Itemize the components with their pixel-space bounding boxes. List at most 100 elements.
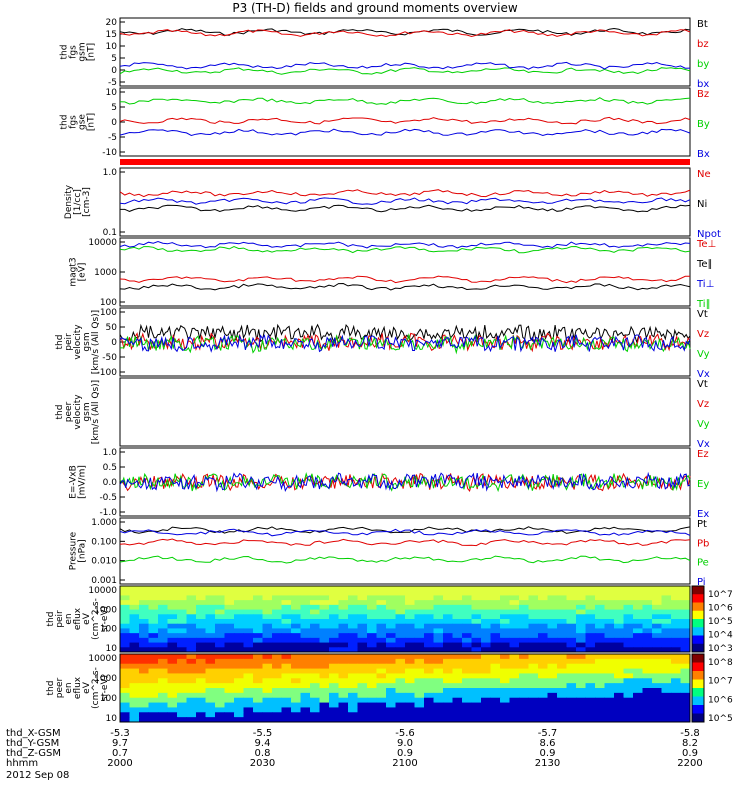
heatmap-cell — [395, 678, 406, 684]
heatmap-cell — [186, 590, 197, 596]
heatmap-cell — [319, 658, 330, 665]
heatmap-cell — [215, 590, 225, 596]
heatmap-cell — [120, 623, 130, 629]
heatmap-cell — [519, 654, 529, 660]
heatmap-cell — [557, 683, 567, 689]
heatmap-cell — [281, 697, 292, 704]
y-tick-label: 0 — [111, 66, 117, 76]
heatmap-cell — [424, 595, 434, 601]
heatmap-cell — [500, 688, 510, 694]
heatmap-cell — [680, 707, 691, 713]
heatmap-cell — [376, 609, 387, 615]
heatmap-cell — [680, 663, 691, 670]
heatmap-cell — [671, 614, 681, 620]
heatmap-cell — [262, 633, 273, 639]
heatmap-cell — [395, 683, 406, 689]
heatmap-cell — [509, 712, 520, 718]
heatmap-cell — [500, 586, 510, 592]
y-axis-label: gse — [78, 114, 88, 130]
y-axis-label: peir — [55, 610, 65, 628]
heatmap-cell — [566, 692, 577, 699]
heatmap-cell — [452, 697, 463, 704]
y-axis-label: magt3 — [69, 257, 79, 286]
heatmap-cell — [367, 623, 377, 629]
heatmap-cell — [509, 697, 520, 704]
heatmap-cell — [281, 586, 292, 592]
heatmap-cell — [167, 663, 178, 670]
heatmap-cell — [395, 663, 406, 670]
heatmap-cell — [661, 678, 672, 684]
heatmap-cell — [376, 654, 387, 660]
y-axis-label: [nPa] — [78, 539, 88, 562]
heatmap-cell — [348, 586, 358, 592]
heatmap-cell — [481, 628, 491, 634]
heatmap-cell — [604, 658, 615, 665]
trace-By — [119, 97, 691, 105]
heatmap-cell — [300, 609, 311, 615]
heatmap-cell — [338, 712, 349, 718]
heatmap-cell — [661, 586, 672, 592]
heatmap-cell — [205, 692, 216, 699]
heatmap-cell — [310, 609, 320, 615]
y-axis-label: thd — [46, 681, 56, 696]
heatmap-cell — [395, 590, 406, 596]
heatmap-cell — [433, 697, 444, 704]
heatmap-cell — [585, 668, 596, 674]
heatmap-cell — [414, 623, 425, 629]
heatmap-cell — [395, 586, 406, 592]
heatmap-cell — [234, 663, 244, 670]
heatmap-cell — [139, 614, 149, 620]
heatmap-cell — [338, 658, 349, 665]
heatmap-cell — [243, 586, 254, 592]
heatmap-cell — [424, 683, 434, 689]
heatmap-cell — [224, 688, 235, 694]
heatmap-cell — [300, 623, 311, 629]
heatmap-cell — [595, 604, 605, 611]
heatmap-cell — [186, 692, 197, 699]
heatmap-cell — [196, 697, 206, 704]
heatmap-cell — [329, 654, 339, 660]
heatmap-cell — [186, 619, 197, 625]
heatmap-cell — [148, 673, 159, 679]
heatmap-cell — [471, 633, 482, 639]
heatmap-cell — [215, 586, 225, 592]
heatmap-cell — [395, 702, 406, 708]
heatmap-cell — [291, 642, 301, 648]
heatmap-cell — [367, 586, 377, 592]
y-tick-label: 1000 — [94, 674, 117, 684]
heatmap-cell — [623, 692, 634, 699]
heatmap-cell — [186, 702, 197, 708]
heatmap-cell — [158, 707, 168, 713]
heatmap-cell — [196, 604, 206, 611]
heatmap-cell — [129, 637, 140, 644]
heatmap-cell — [566, 688, 577, 694]
heatmap-cell — [272, 586, 282, 592]
heatmap-cell — [519, 590, 529, 596]
heatmap-cell — [186, 678, 197, 684]
heatmap-cell — [329, 697, 339, 704]
heatmap-cell — [148, 609, 159, 615]
heatmap-cell — [623, 688, 634, 694]
heatmap-cell — [129, 702, 140, 708]
heatmap-cell — [661, 702, 672, 708]
heatmap-cell — [177, 654, 187, 660]
heatmap-cell — [310, 678, 320, 684]
heatmap-cell — [129, 590, 140, 596]
heatmap-cell — [253, 654, 263, 660]
heatmap-cell — [538, 712, 548, 718]
heatmap-cell — [310, 697, 320, 704]
xaxis-value: -5.6 — [395, 728, 415, 739]
heatmap-cell — [148, 590, 159, 596]
heatmap-cell — [414, 712, 425, 718]
heatmap-cell — [262, 604, 273, 611]
heatmap-cell — [509, 628, 520, 634]
heatmap-cell — [234, 642, 244, 648]
heatmap-cell — [604, 683, 615, 689]
heatmap-cell — [177, 707, 187, 713]
heatmap-cell — [528, 688, 539, 694]
heatmap-cell — [509, 717, 520, 723]
heatmap-cell — [281, 663, 292, 670]
heatmap-cell — [604, 707, 615, 713]
heatmap-cell — [129, 673, 140, 679]
heatmap-cell — [576, 623, 586, 629]
